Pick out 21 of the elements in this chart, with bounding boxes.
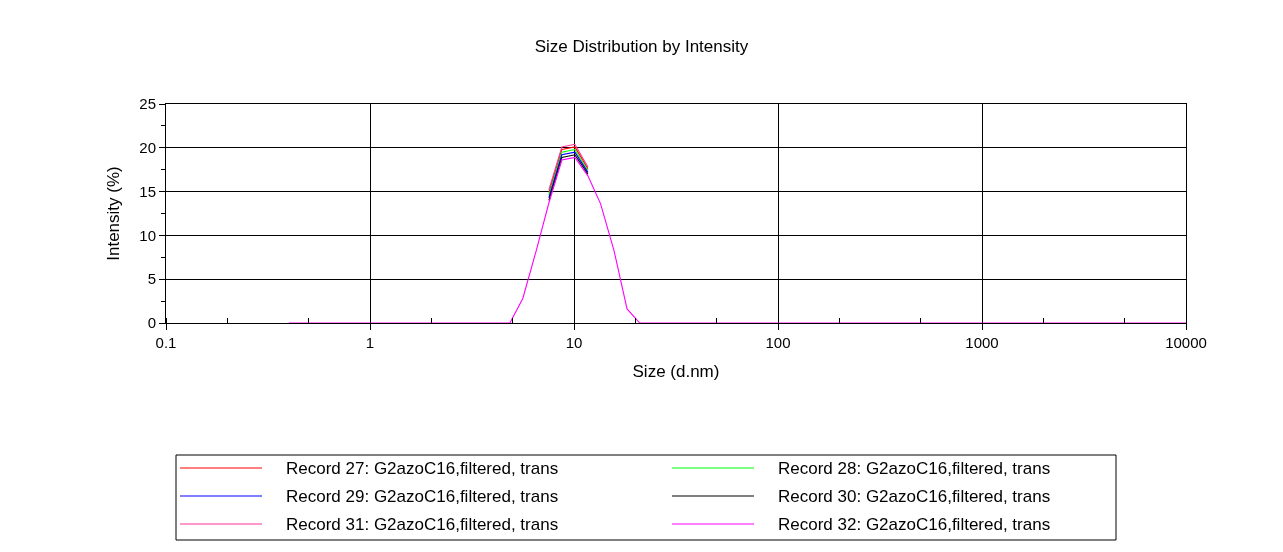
y-tick-label: 5 — [147, 270, 156, 288]
x-tick-label: 100 — [765, 334, 791, 351]
y-tick-label: 0 — [147, 314, 156, 332]
x-tick-label: 10000 — [1165, 334, 1207, 351]
legend-label: Record 27: G2azoC16,filtered, trans — [286, 459, 559, 478]
x-tick-label: 0.1 — [155, 334, 177, 351]
x-tick-label: 10 — [565, 334, 583, 351]
y-tick-label: 25 — [139, 95, 156, 113]
chart-title: Size Distribution by Intensity — [534, 36, 749, 56]
y-tick-label: 20 — [139, 139, 156, 157]
x-axis-title: Size (d.nm) — [632, 362, 720, 382]
legend-label: Record 28: G2azoC16,filtered, trans — [778, 459, 1051, 478]
legend-label: Record 31: G2azoC16,filtered, trans — [286, 515, 559, 534]
legend-label: Record 29: G2azoC16,filtered, trans — [286, 487, 559, 506]
y-tick-label: 15 — [139, 182, 156, 200]
x-tick-label: 1 — [365, 334, 375, 351]
y-axis-title: Intensity (%) — [103, 166, 123, 261]
x-tick-label: 1000 — [965, 334, 999, 351]
legend-label: Record 30: G2azoC16,filtered, trans — [778, 487, 1051, 506]
legend-label: Record 32: G2azoC16,filtered, trans — [778, 515, 1051, 534]
y-tick-label: 10 — [139, 226, 156, 244]
